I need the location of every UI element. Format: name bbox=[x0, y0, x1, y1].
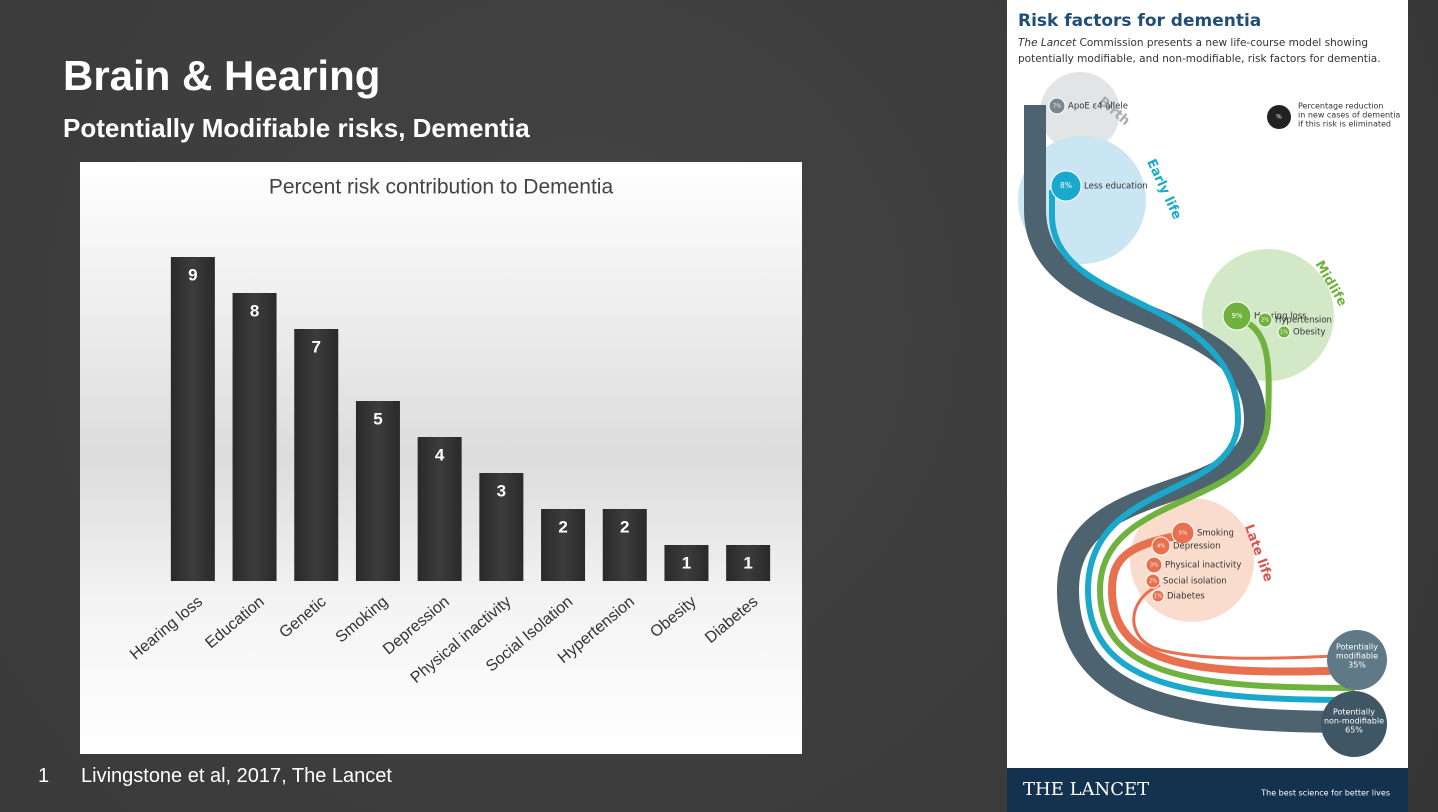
data-label: 1 bbox=[743, 553, 752, 572]
infographic: Risk factors for dementia The Lancet Com… bbox=[1007, 0, 1408, 812]
bar bbox=[294, 329, 339, 581]
legend-text: if this risk is eliminated bbox=[1298, 120, 1391, 129]
factor-bubble bbox=[1050, 170, 1082, 202]
data-label: 2 bbox=[558, 517, 567, 536]
bar bbox=[479, 473, 524, 581]
infographic-intro: The Lancet Commission presents a new lif… bbox=[1018, 37, 1368, 49]
bar bbox=[355, 401, 400, 581]
outcome-circle bbox=[1327, 630, 1387, 690]
infographic-title: Risk factors for dementia bbox=[1018, 11, 1261, 31]
outcome-text: Potentially bbox=[1336, 643, 1378, 652]
factor-label: Less education bbox=[1084, 182, 1148, 192]
data-label: 4 bbox=[435, 445, 445, 464]
data-label: 3 bbox=[497, 481, 506, 500]
factor-label: Hypertension bbox=[1275, 316, 1332, 326]
factor-label: ApoE ε4 allele bbox=[1068, 102, 1128, 112]
strand bbox=[1049, 190, 1356, 703]
factor-label: Physical inactivity bbox=[1165, 561, 1241, 571]
strand bbox=[1096, 315, 1356, 691]
legend-symbol-text: % bbox=[1276, 114, 1282, 121]
factor-bubble bbox=[1257, 312, 1273, 328]
intro-line: potentially modifiable, and non-modifiab… bbox=[1018, 53, 1381, 65]
factor-label: Social isolation bbox=[1163, 577, 1227, 587]
factor-bubble bbox=[1222, 301, 1252, 331]
outcome-text: Potentially bbox=[1333, 708, 1375, 717]
bar bbox=[726, 545, 771, 581]
data-label: 1 bbox=[682, 553, 691, 572]
factor-label: Diabetes bbox=[1167, 592, 1205, 602]
factor-percent: 3% bbox=[1150, 563, 1158, 569]
legend-text: Percentage reduction bbox=[1298, 102, 1383, 111]
tagline: The best science for better lives bbox=[1260, 789, 1390, 798]
bar bbox=[602, 509, 647, 581]
factor-label: Obesity bbox=[1293, 328, 1325, 338]
outcome-circle bbox=[1321, 691, 1387, 757]
bar bbox=[232, 293, 277, 581]
legend-symbol bbox=[1267, 105, 1291, 129]
factor-label: Smoking bbox=[1197, 529, 1234, 539]
outcome-text: 65% bbox=[1345, 726, 1363, 735]
legend-text: in new cases of dementia bbox=[1298, 111, 1400, 120]
brand: THE LANCET bbox=[1023, 779, 1149, 800]
factor-bubble bbox=[1171, 521, 1195, 545]
factor-percent: 9% bbox=[1231, 312, 1242, 320]
factor-bubble bbox=[1145, 556, 1163, 574]
bar bbox=[541, 509, 586, 581]
data-label: 8 bbox=[250, 301, 259, 320]
strand bbox=[1107, 531, 1356, 676]
slide-title: Brain & Hearing bbox=[63, 52, 381, 99]
factor-bubble bbox=[1145, 573, 1161, 589]
data-label: 2 bbox=[620, 517, 629, 536]
stage-bubble bbox=[1018, 136, 1146, 264]
bar bbox=[664, 545, 709, 581]
bar bbox=[170, 257, 215, 581]
factor-bubble bbox=[1151, 589, 1165, 603]
data-label: 9 bbox=[188, 265, 197, 284]
chart-title: Percent risk contribution to Dementia bbox=[269, 176, 614, 199]
factor-bubble bbox=[1277, 325, 1291, 339]
strand bbox=[1132, 583, 1356, 660]
slide-subtitle: Potentially Modifiable risks, Dementia bbox=[63, 113, 530, 143]
footnote-number: 1 bbox=[38, 765, 50, 787]
factor-label: Depression bbox=[1173, 542, 1221, 552]
intro-italic: The Lancet bbox=[1018, 37, 1077, 49]
factor-bubble bbox=[1048, 97, 1066, 115]
outcome-text: non-modifiable bbox=[1324, 717, 1384, 726]
data-label: 7 bbox=[312, 337, 321, 356]
outcome-text: modifiable bbox=[1336, 652, 1378, 661]
brand-banner bbox=[1007, 768, 1408, 812]
factor-percent: 5% bbox=[1179, 531, 1188, 537]
factor-percent: 1% bbox=[1280, 330, 1288, 336]
intro-line: Commission presents a new life-course mo… bbox=[1076, 37, 1368, 49]
outcome-text: 35% bbox=[1348, 661, 1366, 670]
factor-list: 7% ApoE ε4 allele 8% Less education 9% Hearin… bbox=[1048, 97, 1332, 603]
factor-percent: 7% bbox=[1053, 104, 1061, 110]
bar bbox=[417, 437, 462, 581]
factor-bubble bbox=[1151, 536, 1171, 556]
factor-percent: 4% bbox=[1157, 544, 1165, 550]
factor-label: Hearing loss bbox=[1254, 312, 1307, 322]
factor-percent: 1% bbox=[1154, 594, 1162, 600]
stage-bubble bbox=[1040, 72, 1120, 152]
factor-percent: 2% bbox=[1261, 318, 1269, 324]
factor-percent: 8% bbox=[1060, 181, 1072, 190]
footnote: Livingstone et al, 2017, The Lancet bbox=[81, 765, 392, 787]
data-label: 5 bbox=[373, 409, 382, 428]
factor-percent: 2% bbox=[1149, 579, 1157, 585]
